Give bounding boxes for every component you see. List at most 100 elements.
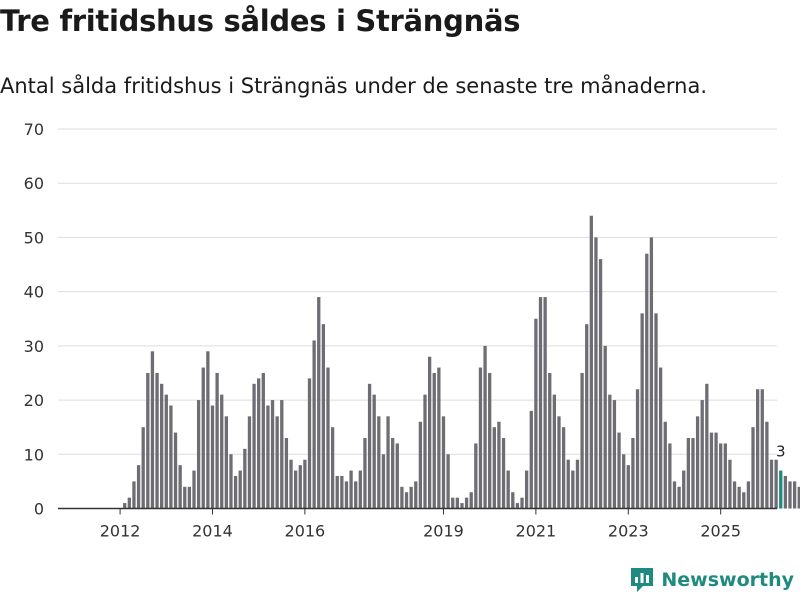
bar [746,481,751,509]
bar [123,503,127,509]
bar [321,324,326,509]
bar [146,372,150,509]
bar [672,481,677,509]
bar [349,470,353,509]
bar [164,394,168,509]
bar [797,486,800,509]
bar [266,405,270,509]
bar [663,421,667,509]
bar [557,416,561,509]
bar [451,497,455,509]
bar [215,372,219,509]
bar [307,378,312,509]
bar [367,383,372,509]
x-axis: 2012 2014 2016 2019 2021 2023 2025 [58,507,777,541]
bar [464,497,469,509]
bar [682,470,686,509]
bar [668,443,672,509]
bar [719,443,723,509]
bar [742,492,746,509]
bar [779,470,783,509]
bar [206,351,210,509]
bar [289,459,293,509]
newsworthy-logo-icon [631,568,654,592]
bar [395,443,399,509]
bar [173,432,178,509]
bar [520,497,524,509]
bar [404,492,409,509]
bar [635,389,640,509]
bar [252,383,256,509]
bar [247,416,252,509]
bar [183,486,187,509]
bar [561,427,566,509]
gridlines [58,128,777,455]
bar [709,432,714,509]
bar [298,465,302,509]
bar [737,486,741,509]
bar [284,438,289,509]
bar [506,470,510,509]
bar [141,427,145,509]
bar [257,378,261,509]
bar [511,492,515,509]
chart-title: Tre fritidshus såldes i Strängnäs [0,4,521,38]
bar [769,459,774,509]
bar [756,389,760,509]
bar [478,367,483,509]
bar [658,367,663,509]
y-tick-label: 50 [24,228,44,247]
bar [626,465,630,509]
brand-name: Newsworthy [661,569,794,591]
bar [792,481,797,509]
x-tick-label: 2012 [100,522,141,541]
bar [455,497,459,509]
bar [418,421,423,509]
bar [220,394,224,509]
bar [160,383,164,509]
bar [571,470,575,509]
bar [732,481,737,509]
y-tick-label: 70 [24,120,44,139]
y-tick-label: 60 [24,174,44,193]
bar [196,400,201,509]
bar [381,454,386,509]
bar [446,454,450,509]
bar [525,470,529,509]
bar [515,503,520,509]
bar [201,367,205,509]
bar [686,438,690,509]
bar [414,481,418,509]
bar [552,394,557,509]
bar [270,400,275,509]
bar [645,253,649,509]
data-labels: 3 [776,443,786,461]
bar [437,367,441,509]
bar [224,416,228,509]
bar [695,416,700,509]
bar [788,481,792,509]
bar [363,438,367,509]
bar-chart: 0 10 20 30 40 50 60 70 2012 2014 2016 2019 2021 2023… [24,120,800,541]
bar [474,443,478,509]
bar [441,416,446,509]
bar [344,481,349,509]
bar [391,438,395,509]
chart-subtitle: Antal sålda fritidshus i Strängnäs under… [0,74,708,98]
bar [783,475,788,509]
bar [187,486,192,509]
x-tick-label: 2016 [285,522,326,541]
bar [460,503,464,509]
bar [566,459,570,509]
bar [765,421,769,509]
y-tick-label: 10 [24,445,44,464]
bar [649,237,654,509]
bar [548,372,552,509]
bar [622,454,626,509]
bar [326,367,330,509]
y-tick-label: 0 [34,500,44,519]
bar [169,405,173,509]
bar [372,394,376,509]
bar [612,400,617,509]
bar [543,297,547,509]
